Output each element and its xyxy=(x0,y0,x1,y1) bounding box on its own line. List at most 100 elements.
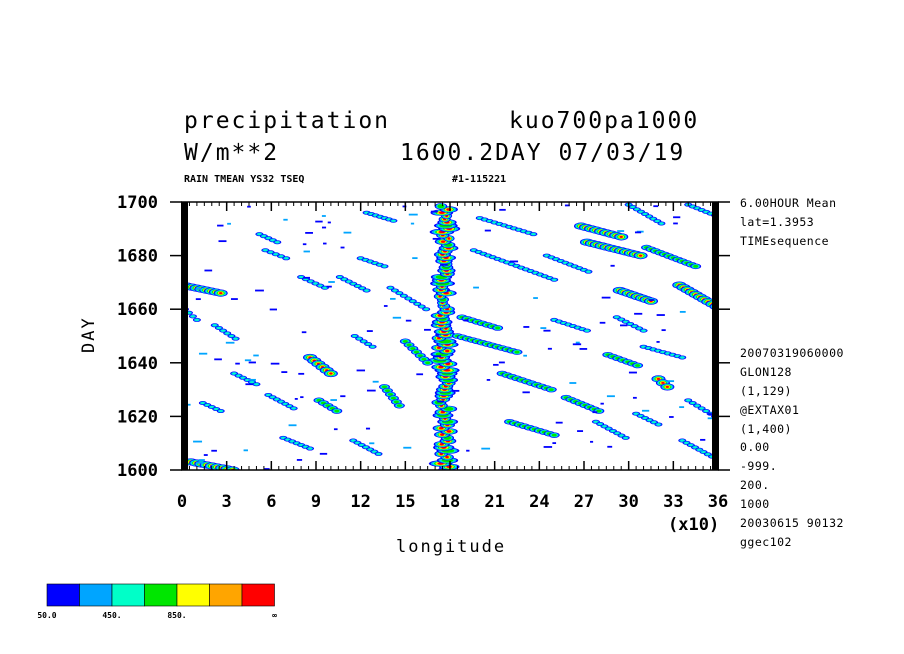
precip-cell-28-3-3 xyxy=(414,350,419,354)
precip-cell-28-6-3 xyxy=(425,361,431,365)
scatter-cell-7 xyxy=(523,354,527,357)
precip-cell-30-5-2 xyxy=(254,383,259,386)
precip-cell-24-2-2 xyxy=(634,208,639,211)
precip-cell-35-3-2 xyxy=(366,343,371,346)
precip-cell-10-12-3 xyxy=(514,350,520,354)
units-label: W/m**2 xyxy=(184,140,280,166)
scatter-cell-27 xyxy=(323,242,327,245)
scatter-cell-107 xyxy=(330,399,337,401)
precip-cell-42-1-2 xyxy=(598,423,603,426)
side-info-8: (1,400) xyxy=(740,422,792,436)
side-info-9: 0.00 xyxy=(740,440,770,454)
precip-cell-25-1-2 xyxy=(690,205,695,208)
precip-cell-32-0-2 xyxy=(281,436,286,439)
band-cell-121 xyxy=(443,406,454,411)
precip-cell-22-6-2 xyxy=(572,265,577,268)
precip-cell-40-1-2 xyxy=(638,414,643,417)
scatter-cell-112 xyxy=(590,440,594,443)
scatter-cell-137 xyxy=(343,231,352,234)
precip-cell-21-5-2 xyxy=(495,257,500,260)
precip-cell-42-3-2 xyxy=(606,427,611,430)
scatter-cell-10 xyxy=(408,213,418,216)
precip-cell-41-2-2 xyxy=(695,404,700,407)
precip-cell-21-2-2 xyxy=(481,252,486,255)
precip-cell-33-2-2 xyxy=(359,443,364,446)
side-info-3: TIMEsequence xyxy=(740,234,830,248)
precip-cell-37-3-2 xyxy=(656,349,661,352)
precip-cell-21-7-2 xyxy=(504,261,509,264)
precip-cell-32-5-2 xyxy=(303,445,308,448)
scatter-cell-26 xyxy=(634,312,643,315)
precip-cell-11-10-3 xyxy=(548,388,554,391)
scatter-cell-55 xyxy=(679,406,685,409)
scatter-cell-100 xyxy=(592,411,598,414)
precip-cell-21-3-2 xyxy=(486,254,491,257)
scatter-cell-53 xyxy=(412,257,418,260)
scatter-cell-36 xyxy=(410,222,415,225)
precip-cell-31-5-2 xyxy=(287,405,292,408)
scatter-cell-46 xyxy=(442,306,449,308)
x-tick-label: 0 xyxy=(177,492,187,512)
time-info: 1600.2DAY 07/03/19 xyxy=(400,140,686,166)
precip-cell-41-4-2 xyxy=(704,410,709,413)
band-cell-200 xyxy=(438,365,444,369)
precip-cell-14-1-3 xyxy=(384,389,390,393)
precip-cell-14-4-3 xyxy=(393,400,399,404)
precip-cell-39-3-2 xyxy=(566,323,571,326)
scatter-cell-40 xyxy=(230,298,238,300)
precip-cell-21-13-2 xyxy=(533,271,538,274)
colorbar-swatch-1 xyxy=(79,583,113,607)
precip-cell-38-2-2 xyxy=(623,320,628,323)
scatter-cell-57 xyxy=(198,459,205,461)
scatter-cell-12 xyxy=(679,310,686,313)
precip-cell-33-1-2 xyxy=(355,441,360,444)
precip-cell-20-10-2 xyxy=(526,231,531,234)
scatter-cell-47 xyxy=(481,447,491,450)
band-cell-31 xyxy=(445,455,449,459)
scatter-cell-123 xyxy=(673,222,678,225)
precip-cell-22-2-2 xyxy=(554,258,559,261)
scatter-cell-49 xyxy=(432,237,441,240)
scatter-cell-113 xyxy=(436,333,440,336)
scatter-cell-24 xyxy=(708,413,716,415)
colorbar-swatch-0 xyxy=(46,583,80,607)
scatter-cell-65 xyxy=(656,314,665,316)
scatter-cell-59 xyxy=(203,454,208,456)
scatter-cell-127 xyxy=(499,208,506,211)
run-name: kuo700pa1000 xyxy=(509,108,700,134)
precip-cell-29-3-2 xyxy=(401,294,406,297)
precip-cell-14-2-3 xyxy=(387,393,393,396)
colorbar-label-0: 50.0 xyxy=(37,611,56,620)
scatter-cell-66 xyxy=(599,321,606,324)
precip-cell-33-0-2 xyxy=(351,439,356,442)
side-info-5: GLON128 xyxy=(740,365,792,379)
precip-cell-37-1-2 xyxy=(646,347,651,350)
side-info-4: 20070319060000 xyxy=(740,346,844,360)
scatter-cell-34 xyxy=(440,263,448,266)
precip-cell-20-9-2 xyxy=(521,230,526,233)
precip-cell-25-3-2 xyxy=(699,209,704,212)
precip-cell-26-4-2 xyxy=(355,284,360,287)
precip-cell-38-4-2 xyxy=(632,325,637,328)
scatter-cell-8 xyxy=(416,373,424,376)
side-info-12: 1000 xyxy=(740,497,770,511)
precip-cell-38-1-2 xyxy=(619,318,624,321)
precip-cell-21-8-2 xyxy=(509,263,514,266)
x-tick-label: 18 xyxy=(440,492,460,512)
colorbar-swatch-5 xyxy=(209,583,243,607)
scatter-cell-133 xyxy=(294,398,298,400)
precip-cell-27-3-2 xyxy=(372,262,377,265)
precip-cell-31-6-2 xyxy=(291,407,296,410)
precip-cell-43-1-2 xyxy=(684,441,689,444)
precip-cell-12-7-3 xyxy=(596,409,602,413)
precip-cell-37-5-2 xyxy=(665,352,670,355)
side-info-2: lat=1.3953 xyxy=(740,215,815,229)
precip-cell-17-2-2 xyxy=(273,253,278,256)
precip-cell-18-2-2 xyxy=(266,237,271,240)
scatter-cell-39 xyxy=(601,296,611,299)
precip-cell-4-8-6 xyxy=(619,235,623,238)
precip-cell-45-5-2 xyxy=(322,286,327,289)
precip-cell-32-2-2 xyxy=(290,440,295,443)
side-info-11: 200. xyxy=(740,478,770,492)
subtitle-right: #1-115221 xyxy=(452,174,507,185)
